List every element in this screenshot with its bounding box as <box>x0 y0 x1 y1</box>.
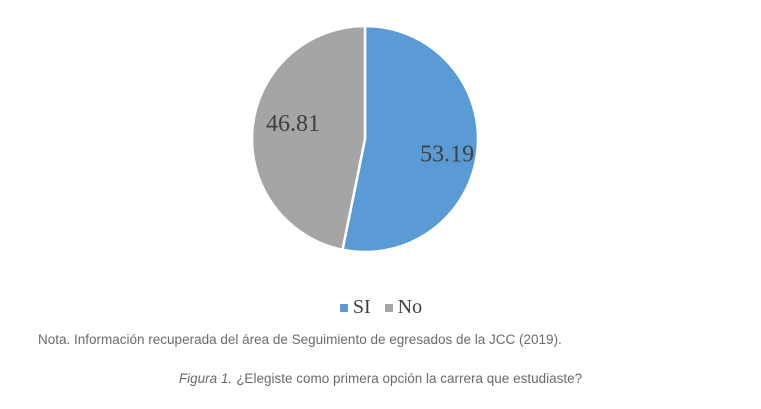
legend-swatch-icon <box>384 304 393 312</box>
figure-caption-text: ¿Elegiste como primera opción la carrera… <box>236 371 583 386</box>
figure-caption: Figura 1. ¿Elegiste como primera opción l… <box>0 371 761 388</box>
pie-slice-no <box>250 24 367 251</box>
figure-caption-label: Figura 1. <box>178 371 233 386</box>
pie-slice-si <box>341 24 480 254</box>
legend-item-no: No <box>384 296 423 318</box>
pie-chart: 53.19 46.81 <box>250 24 480 254</box>
pie-data-label-si: 53.19 <box>420 141 474 167</box>
legend-item-si: SI <box>339 296 371 318</box>
legend-label: No <box>397 296 423 318</box>
pie-data-label-no: 46.81 <box>266 111 320 137</box>
chart-legend: SI No <box>8 297 754 317</box>
legend-label: SI <box>352 296 371 318</box>
figure-note: Nota. Información recuperada del área de… <box>38 332 562 347</box>
legend-swatch-icon <box>339 304 348 312</box>
